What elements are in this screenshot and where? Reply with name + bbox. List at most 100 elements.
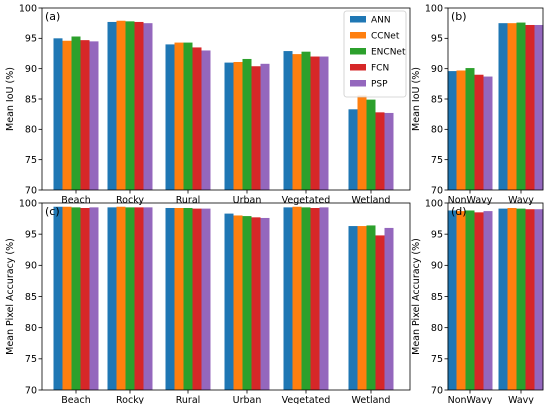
y-axis-label: Mean Pixel Accuracy (%) [5,238,16,355]
chart-panel-d: 70 75 80 85 90 95 100 NonWavy Wavy Mean Pixel Acc… [411,198,544,404]
bar [525,24,535,190]
bar [251,217,261,390]
y-tick-label: 70 [25,385,37,396]
y-tick-label: 75 [25,354,37,365]
y-tick-label: 85 [25,292,37,303]
bar [192,208,202,390]
legend-label: ENCNet [371,48,406,58]
y-tick-label: 80 [431,125,443,136]
y-tick-label: 95 [25,230,37,241]
bar [260,217,270,390]
bar [143,207,153,390]
legend-swatch [350,32,366,39]
y-tick-label: 100 [425,3,443,14]
x-tick-label: Urban [233,395,262,404]
bar [292,206,302,390]
bar [116,20,126,190]
bar [310,207,320,390]
x-tick-label: Rural [176,195,201,206]
bar [348,109,358,190]
bar [201,50,211,190]
bar [224,213,234,390]
bar [498,208,508,390]
y-axis-label: Mean IoU (%) [5,67,16,131]
bar [447,71,457,190]
bar [260,63,270,191]
bar [116,206,126,390]
bar [366,99,376,190]
x-tick-label: Wavy [508,195,534,206]
bar [125,21,135,190]
bar [357,226,367,390]
bar [165,44,175,191]
x-tick-label: Rocky [116,195,144,206]
bar [53,38,63,190]
bar [310,56,320,190]
x-tick-label: Urban [233,195,262,206]
y-tick-label: 70 [431,185,443,196]
bar [251,66,261,190]
x-tick-label: Vegetated [282,195,331,206]
bar [366,225,376,390]
bar [516,208,526,390]
x-tick-label: Beach [61,395,90,404]
y-tick-label: 80 [431,323,443,334]
bar [80,40,90,191]
y-tick-label: 80 [25,125,37,136]
bar [507,23,517,191]
bar [134,207,144,390]
y-tick-label: 100 [19,198,37,209]
y-tick-label: 90 [431,64,443,75]
bar [125,207,135,390]
bar [483,211,493,390]
legend-swatch [350,48,366,55]
bar [384,227,394,390]
legend: ANN CCNet ENCNet FCN PSP [343,10,407,98]
chart-panel-a: 70 75 80 85 90 95 100 Beach Rocky Rural Urban Veget… [5,3,411,206]
bar [301,207,311,390]
bar [89,207,99,390]
bar [233,215,243,390]
legend-label: PSP [371,80,388,90]
bar [283,207,293,390]
y-tick-label: 80 [25,323,37,334]
bar [319,56,329,190]
bar [233,61,243,190]
x-tick-label: Rural [176,395,201,404]
bar [474,74,484,190]
y-axis-label: Mean IoU (%) [411,67,422,131]
bar [498,23,508,191]
panel-label: (a) [45,10,60,23]
bar [375,112,385,190]
x-tick-label: Beach [61,195,90,206]
bar [224,62,234,190]
bar [534,209,544,390]
y-tick-label: 85 [25,94,37,105]
bar [107,207,117,390]
bar [357,95,367,190]
bar [192,47,202,191]
chart-panel-c: 70 75 80 85 90 95 100 Beach Rocky Rural Urban Veget… [5,198,411,404]
bar [89,41,99,191]
x-tick-label: NonWavy [448,195,493,206]
bar [375,235,385,390]
bar [319,207,329,390]
bar [71,36,81,191]
bar [474,212,484,390]
bar [242,216,252,390]
bar [384,112,394,190]
bar [525,209,535,390]
bar [456,70,466,190]
legend-label: ANN [371,16,391,26]
bar [465,210,475,390]
bar [507,207,517,390]
bar [447,210,457,390]
bar [456,211,466,390]
y-tick-label: 70 [431,385,443,396]
bar [292,54,302,190]
bar [80,207,90,390]
bar [465,68,475,190]
y-tick-label: 90 [25,261,37,272]
y-tick-label: 75 [431,155,443,166]
